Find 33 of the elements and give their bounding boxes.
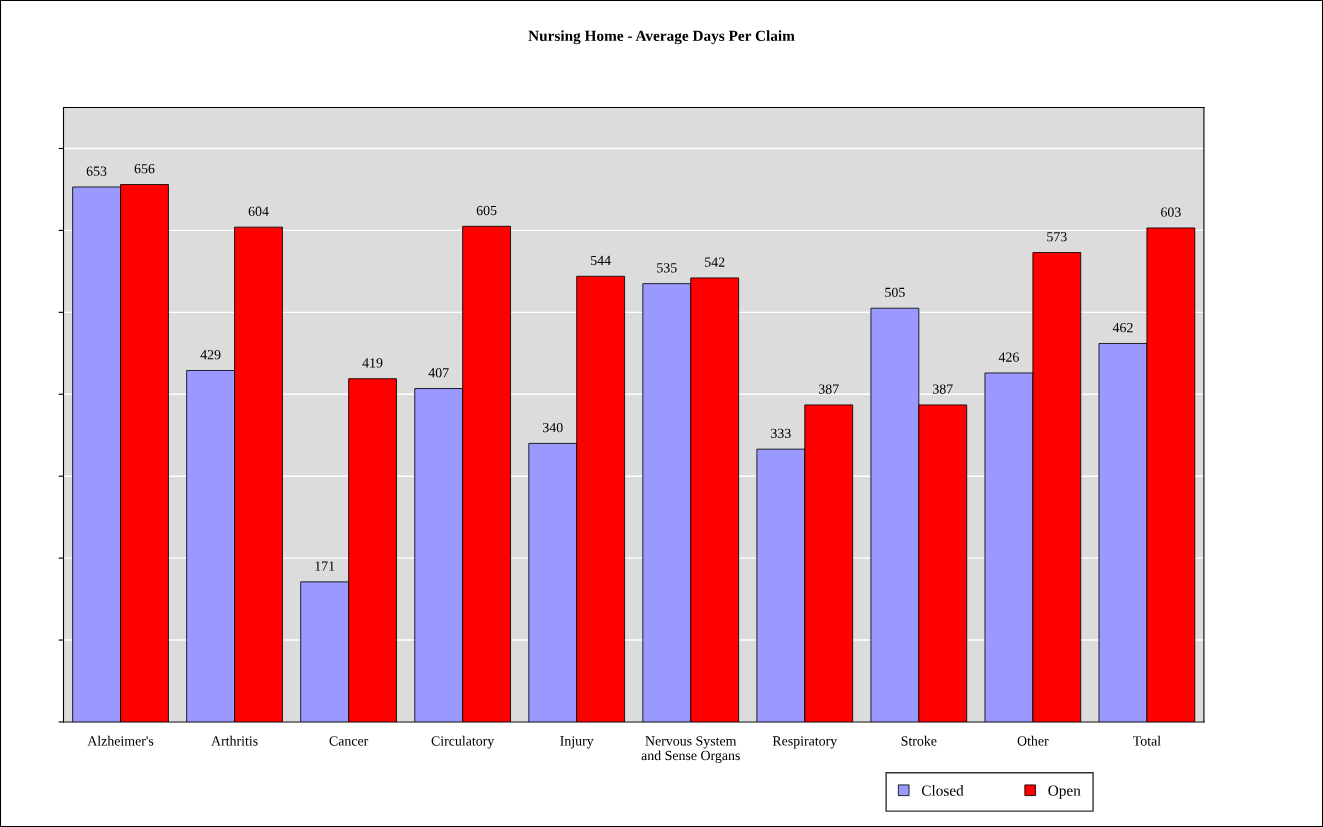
x-tick-label: Cancer [329,736,369,746]
data-label: 604 [248,206,269,216]
data-label: 603 [1161,207,1181,217]
x-tick-label: Stroke [901,735,937,746]
legend-label: Open [1048,785,1081,799]
data-label: 387 [933,384,953,394]
data-label: 656 [134,164,155,174]
data-label: 653 [86,166,107,176]
data-label: 333 [771,428,791,438]
data-label: 573 [1047,232,1067,242]
x-tick-label: Nervous System and Sense Organs [641,736,740,764]
x-tick-label: Circulatory [431,735,495,749]
x-tick-label: Total [1132,735,1161,746]
chart-title: Nursing Home - Average Days Per Claim [528,30,795,45]
data-label: 544 [591,255,611,266]
data-label: 426 [998,352,1019,362]
data-label: 387 [818,384,839,394]
data-label: 419 [362,358,383,368]
x-tick-label: Alzheimer's [87,735,154,746]
data-label: 535 [657,263,677,273]
data-label: 407 [428,368,449,378]
data-label: 340 [542,422,563,433]
data-label: 462 [1112,322,1133,333]
x-tick-label: Arthritis [211,735,258,746]
x-tick-label: Injury [560,736,594,749]
data-label: 542 [705,257,725,267]
legend-label: Closed [921,785,964,796]
data-label: 429 [200,350,221,360]
x-tick-label: Other [1017,735,1049,746]
data-label: 505 [885,287,905,298]
x-tick-label: Respiratory [772,736,838,749]
data-label: 171 [315,561,335,571]
data-label: 605 [476,205,497,216]
